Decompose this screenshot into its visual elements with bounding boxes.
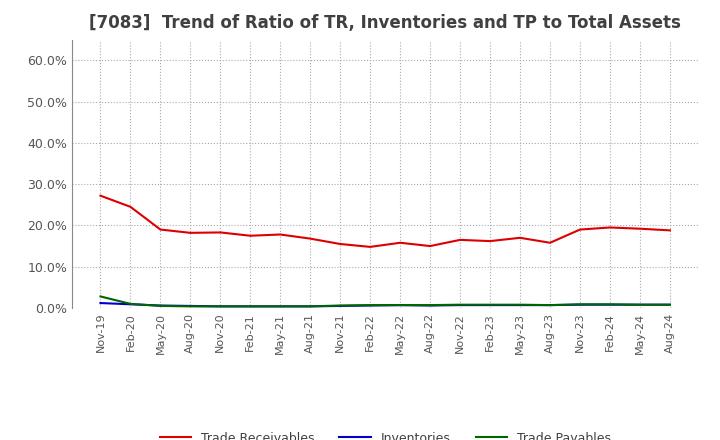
Trade Receivables xyxy=(546,240,554,246)
Trade Receivables xyxy=(636,226,644,231)
Inventories xyxy=(276,304,284,309)
Inventories xyxy=(246,304,255,309)
Trade Payables xyxy=(276,304,284,309)
Trade Receivables xyxy=(336,242,345,247)
Trade Receivables xyxy=(396,240,405,246)
Inventories xyxy=(396,302,405,308)
Inventories xyxy=(306,304,315,309)
Line: Trade Receivables: Trade Receivables xyxy=(101,196,670,247)
Trade Receivables xyxy=(156,227,165,232)
Trade Payables xyxy=(126,301,135,307)
Trade Payables xyxy=(516,302,524,307)
Trade Receivables xyxy=(366,244,374,249)
Inventories xyxy=(486,302,495,308)
Inventories xyxy=(426,303,434,308)
Trade Receivables xyxy=(456,237,464,242)
Trade Payables xyxy=(216,304,225,309)
Inventories xyxy=(606,302,614,307)
Inventories xyxy=(546,302,554,308)
Trade Receivables xyxy=(126,204,135,209)
Trade Payables xyxy=(426,302,434,308)
Trade Payables xyxy=(246,304,255,309)
Inventories xyxy=(636,302,644,307)
Trade Payables xyxy=(636,302,644,307)
Trade Receivables xyxy=(516,235,524,240)
Trade Receivables xyxy=(96,193,105,198)
Trade Receivables xyxy=(306,236,315,241)
Title: [7083]  Trend of Ratio of TR, Inventories and TP to Total Assets: [7083] Trend of Ratio of TR, Inventories… xyxy=(89,15,681,33)
Trade Payables xyxy=(576,302,585,307)
Trade Payables xyxy=(546,302,554,308)
Inventories xyxy=(156,303,165,308)
Trade Payables xyxy=(336,303,345,308)
Line: Trade Payables: Trade Payables xyxy=(101,297,670,306)
Trade Payables xyxy=(665,302,674,307)
Inventories xyxy=(216,304,225,309)
Trade Payables xyxy=(186,304,194,309)
Inventories xyxy=(366,303,374,308)
Trade Payables xyxy=(366,302,374,308)
Inventories xyxy=(576,302,585,307)
Trade Receivables xyxy=(665,228,674,233)
Inventories xyxy=(186,303,194,308)
Inventories xyxy=(456,302,464,308)
Trade Payables xyxy=(156,303,165,308)
Trade Receivables xyxy=(186,230,194,235)
Inventories xyxy=(516,302,524,308)
Trade Receivables xyxy=(426,243,434,249)
Trade Receivables xyxy=(246,233,255,238)
Inventories xyxy=(665,302,674,307)
Trade Receivables xyxy=(276,232,284,237)
Trade Payables xyxy=(96,294,105,299)
Trade Payables xyxy=(306,304,315,309)
Inventories xyxy=(126,302,135,307)
Trade Receivables xyxy=(576,227,585,232)
Line: Inventories: Inventories xyxy=(101,303,670,306)
Trade Payables xyxy=(486,302,495,307)
Legend: Trade Receivables, Inventories, Trade Payables: Trade Receivables, Inventories, Trade Pa… xyxy=(155,427,616,440)
Trade Payables xyxy=(396,302,405,308)
Trade Payables xyxy=(606,302,614,307)
Inventories xyxy=(96,301,105,306)
Inventories xyxy=(336,303,345,308)
Trade Payables xyxy=(456,302,464,307)
Trade Receivables xyxy=(606,225,614,230)
Trade Receivables xyxy=(486,238,495,244)
Trade Receivables xyxy=(216,230,225,235)
